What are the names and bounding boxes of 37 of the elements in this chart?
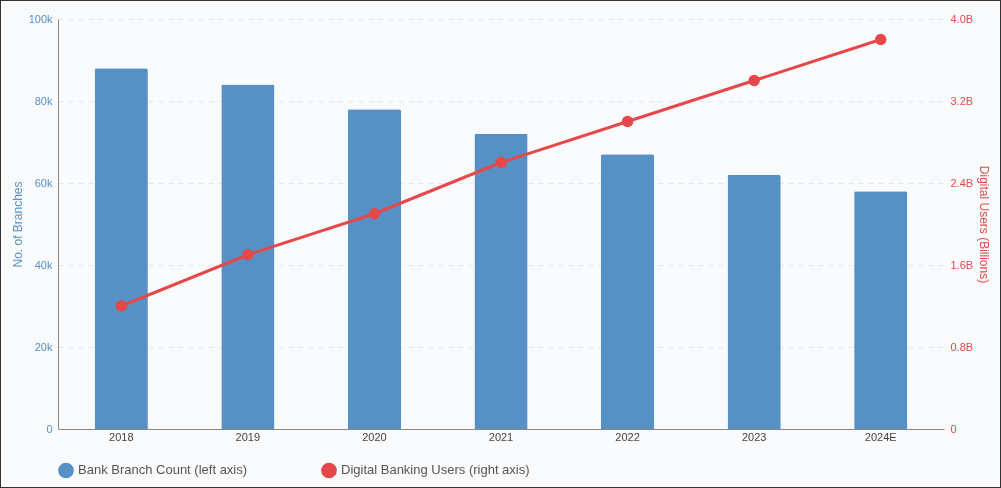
y-tick-label: 0 — [46, 422, 53, 435]
y-tick-label: 60k — [34, 176, 53, 189]
bar — [854, 191, 908, 429]
point — [621, 115, 634, 128]
x-tick-label: 2023 — [741, 430, 767, 443]
x-tick-label: 2018 — [109, 430, 134, 443]
bar — [727, 174, 781, 429]
bar — [94, 68, 148, 429]
y2-tick-label: 2.4B — [950, 176, 974, 189]
point — [242, 249, 254, 261]
x-tick-label: 2019 — [235, 430, 261, 443]
x-tick-label: 2022 — [615, 430, 640, 443]
x-tick-label: 2021 — [488, 430, 514, 443]
y-axis-title: No. of Branches — [10, 181, 25, 268]
legend-label: Digital Banking Users (right axis) — [341, 462, 530, 478]
y2-axis-title: Digital Users (Billions) — [977, 165, 992, 284]
bar — [221, 84, 275, 429]
x-tick-label: 2024E — [864, 430, 897, 443]
point — [495, 156, 507, 169]
point — [115, 300, 127, 312]
point — [368, 208, 381, 220]
point — [875, 33, 887, 46]
y2-tick-label: 4.0B — [950, 12, 974, 25]
y-tick-label: 100k — [28, 12, 53, 25]
point — [748, 74, 760, 87]
y2-tick-label: 0 — [950, 422, 957, 435]
bar — [347, 109, 402, 429]
y-tick-label: 80k — [34, 94, 53, 107]
y-tick-label: 20k — [34, 340, 53, 353]
bar — [600, 154, 655, 429]
y2-tick-label: 3.2B — [950, 94, 974, 107]
bar — [474, 133, 528, 429]
x-tick-label: 2020 — [362, 430, 387, 443]
y2-tick-label: 0.8B — [950, 340, 974, 353]
y2-tick-label: 1.6B — [950, 258, 974, 271]
legend-label: Bank Branch Count (left axis) — [78, 462, 248, 478]
y-tick-label: 40k — [34, 258, 53, 271]
